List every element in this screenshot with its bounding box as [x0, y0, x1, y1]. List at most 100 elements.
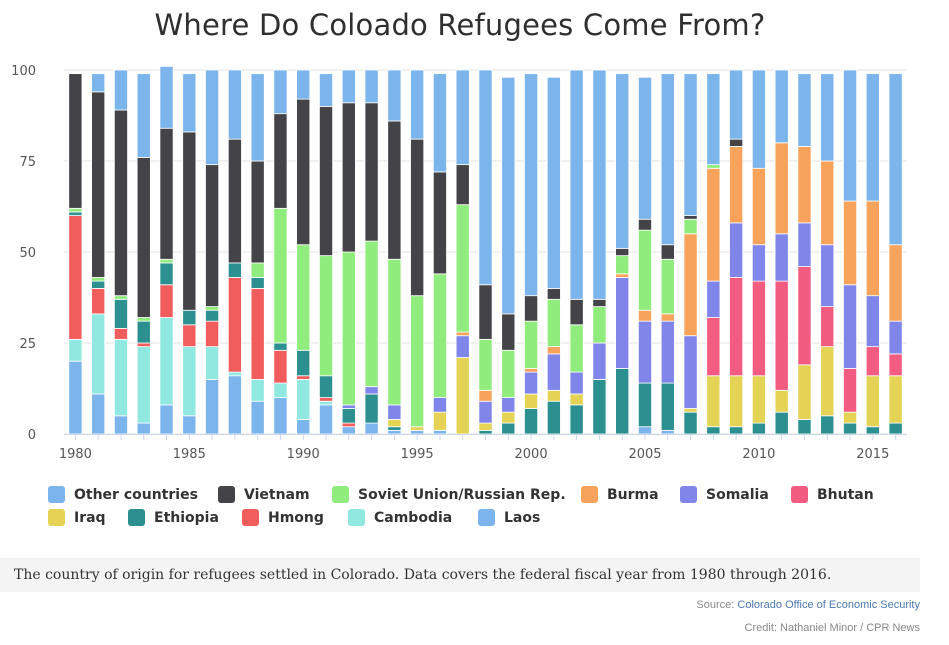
bar-segment-2014-burma	[843, 200, 858, 286]
legend-item-other-countries[interactable]: Other countries	[48, 486, 198, 503]
bar-segment-1980-cambodia	[68, 338, 83, 362]
legend-item-hmong[interactable]: Hmong	[242, 509, 324, 526]
bar-segment-2006-vietnam	[660, 244, 675, 260]
bar-segment-1999-soviet-union-russian-rep-	[501, 349, 516, 398]
bar-segment-1983-soviet-union-russian-rep-	[136, 317, 151, 322]
bar-segment-1980-soviet-union-russian-rep-	[68, 207, 83, 213]
bar-segment-1994-other-countries	[387, 69, 402, 122]
legend-item-iraq[interactable]: Iraq	[48, 509, 106, 526]
bar-segment-1983-other-countries	[136, 73, 151, 158]
bar-segment-1986-other-countries	[205, 69, 220, 166]
bar-segment-2014-other-countries	[843, 69, 858, 202]
bar-segment-1991-laos	[319, 404, 334, 435]
bar-segment-2006-soviet-union-russian-rep-	[660, 258, 675, 315]
bar-segment-1984-laos	[159, 404, 174, 435]
bar-segment-1982-hmong	[113, 328, 128, 340]
bar-segment-2000-ethiopia	[524, 408, 539, 435]
legend-item-cambodia[interactable]: Cambodia	[348, 509, 452, 526]
bar-segment-1999-other-countries	[501, 76, 516, 315]
bar-segment-2002-soviet-union-russian-rep-	[569, 324, 584, 373]
bar-segment-2015-iraq	[865, 375, 880, 428]
source-line: Source: Colorado Office of Economic Secu…	[696, 599, 920, 611]
bar-segment-1991-ethiopia	[319, 375, 334, 399]
bar-segment-1993-vietnam	[364, 102, 379, 242]
bar-segment-2005-ethiopia	[637, 382, 652, 428]
bar-segment-2005-burma	[637, 309, 652, 322]
legend-swatch	[348, 509, 365, 526]
bar-segment-2015-burma	[865, 200, 880, 297]
bar-segment-1990-vietnam	[296, 98, 311, 246]
bar-segment-2014-bhutan	[843, 368, 858, 413]
bar-segment-1987-vietnam	[227, 138, 242, 264]
bar-segment-1980-ethiopia	[68, 211, 83, 217]
bar-segment-1984-vietnam	[159, 127, 174, 260]
bar-segment-1999-vietnam	[501, 313, 516, 351]
y-tick-label: 25	[19, 337, 36, 352]
bar-segment-2013-burma	[820, 160, 835, 246]
bar-segment-2011-other-countries	[774, 69, 789, 144]
bar-segment-1988-hmong	[250, 287, 265, 380]
bar-segment-2003-somalia	[592, 342, 607, 380]
bar-segment-1991-cambodia	[319, 400, 334, 406]
legend-swatch	[48, 509, 65, 526]
legend-item-ethiopia[interactable]: Ethiopia	[128, 509, 219, 526]
legend-label: Cambodia	[374, 509, 453, 526]
bar-segment-2004-burma	[615, 273, 630, 278]
bar-segment-1991-other-countries	[319, 73, 334, 107]
legend-swatch	[581, 486, 598, 503]
bar-segment-2014-iraq	[843, 411, 858, 424]
bar-segment-2008-iraq	[706, 375, 721, 428]
bar-segment-2011-somalia	[774, 233, 789, 282]
bar-segment-2016-iraq	[888, 375, 903, 424]
bar-segment-2008-soviet-union-russian-rep-	[706, 164, 721, 169]
bar-segment-1996-laos	[432, 429, 447, 435]
bar-segment-1987-cambodia	[227, 371, 242, 377]
bar-segment-2008-burma	[706, 167, 721, 282]
legend-item-somalia[interactable]: Somalia	[680, 486, 769, 503]
credit-line: Credit: Nathaniel Minor / CPR News	[744, 622, 920, 634]
legend-label: Hmong	[268, 509, 324, 526]
bar-segment-2010-other-countries	[751, 69, 766, 169]
bar-segment-2010-burma	[751, 167, 766, 246]
bar-segment-1986-cambodia	[205, 346, 220, 380]
bar-segment-1982-laos	[113, 415, 128, 435]
bar-segment-2014-ethiopia	[843, 422, 858, 435]
bar-segment-1987-ethiopia	[227, 262, 242, 278]
bar-segment-2003-other-countries	[592, 69, 607, 300]
bar-segment-1998-soviet-union-russian-rep-	[478, 338, 493, 391]
bar-segment-2011-ethiopia	[774, 411, 789, 435]
bar-segment-1992-somalia	[341, 404, 356, 409]
bar-segment-1985-hmong	[182, 324, 197, 348]
legend-item-vietnam[interactable]: Vietnam	[218, 486, 310, 503]
legend-item-bhutan[interactable]: Bhutan	[791, 486, 874, 503]
bar-segment-1985-other-countries	[182, 73, 197, 133]
source-link[interactable]: Colorado Office of Economic Security	[737, 599, 920, 611]
bar-segment-1983-ethiopia	[136, 320, 151, 344]
x-axis: 1980 1985 1990 1995 2000 2005 2010 2015	[59, 434, 907, 462]
legend-item-soviet-union[interactable]: Soviet Union/Russian Rep.	[332, 486, 566, 503]
legend-label: Vietnam	[244, 486, 310, 503]
x-tick-label: 1985	[173, 447, 206, 462]
bar-segment-2001-iraq	[546, 389, 561, 402]
legend-item-laos[interactable]: Laos	[478, 509, 540, 526]
bar-segment-1992-soviet-union-russian-rep-	[341, 251, 356, 406]
bar-segment-2005-soviet-union-russian-rep-	[637, 229, 652, 311]
bar-segment-1981-vietnam	[91, 91, 106, 278]
bar-segment-1992-hmong	[341, 422, 356, 428]
bar-segment-1987-other-countries	[227, 69, 242, 140]
bar-segment-2016-burma	[888, 244, 903, 322]
bar-segment-1997-somalia	[455, 335, 470, 358]
bar-segment-2009-burma	[729, 146, 744, 224]
bar-segment-1991-vietnam	[319, 106, 334, 257]
bar-segment-1993-ethiopia	[364, 393, 379, 424]
bar-segment-2016-somalia	[888, 320, 903, 355]
bar-segment-2009-vietnam	[729, 138, 744, 147]
bar-segment-2008-other-countries	[706, 73, 721, 166]
bar-segment-1988-cambodia	[250, 378, 265, 402]
bar-segment-1982-soviet-union-russian-rep-	[113, 295, 128, 300]
bar-segment-1986-soviet-union-russian-rep-	[205, 306, 220, 311]
bar-segment-1997-other-countries	[455, 69, 470, 166]
x-tick-label: 1990	[287, 447, 320, 462]
bar-segment-1990-laos	[296, 419, 311, 435]
legend-item-burma[interactable]: Burma	[581, 486, 659, 503]
